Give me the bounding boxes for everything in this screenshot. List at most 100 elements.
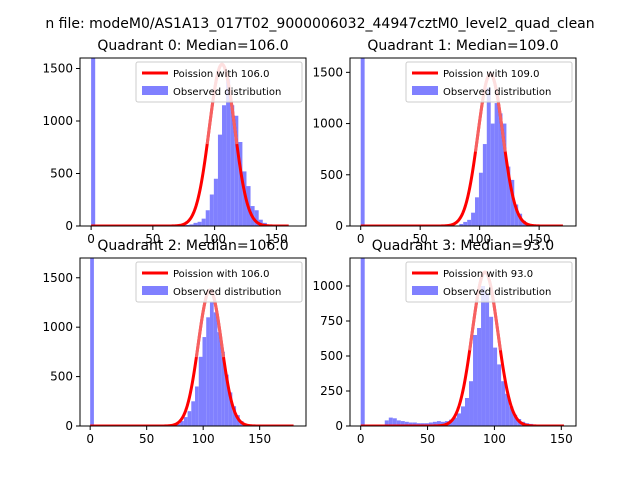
histogram-bar — [209, 302, 214, 426]
histogram-bar — [189, 224, 194, 226]
histogram-bar — [180, 421, 184, 426]
histogram-bar — [463, 221, 468, 226]
histogram-bar — [213, 178, 218, 226]
chart-panel-3: 0 50 100 150 0 250 500 750 1000 Quadrant 3: Media… — [312, 238, 577, 446]
legend-label-fit: Poission with 106.0 — [173, 69, 269, 80]
histogram-bar — [185, 224, 190, 226]
legend-bar-swatch — [142, 86, 168, 95]
plot-area — [359, 58, 564, 226]
histogram-bar — [489, 316, 494, 426]
histogram-bar — [360, 58, 365, 226]
histogram-bar — [514, 204, 519, 226]
histogram-bar — [205, 210, 210, 226]
histogram-bar — [217, 332, 222, 426]
histogram-bar — [234, 115, 239, 226]
histogram-bar — [452, 417, 457, 426]
y-tick-label: 1500 — [42, 62, 73, 76]
axes-frame — [79, 257, 307, 427]
axes-frame — [349, 257, 577, 427]
y-tick-label: 0 — [65, 419, 73, 433]
histogram-bar — [221, 351, 225, 426]
x-tick-label: 100 — [483, 432, 506, 446]
histogram-bar — [202, 337, 207, 426]
legend: Poission with 106.0 Observed distribution — [135, 261, 303, 303]
histogram-bar — [467, 219, 472, 226]
histogram-bar — [486, 87, 491, 226]
histogram-bar — [195, 386, 199, 426]
histogram-bar — [217, 134, 223, 226]
x-tick-label: 50 — [413, 232, 428, 246]
histogram-bar — [490, 123, 495, 226]
histogram-bar — [485, 293, 490, 426]
histogram-bar — [471, 212, 476, 226]
histogram-bar — [428, 422, 433, 426]
poisson-fit-line — [359, 72, 564, 226]
histogram-bar — [254, 210, 259, 226]
histogram-bar — [475, 197, 479, 226]
histogram-bar — [238, 142, 243, 226]
histogram-bar — [396, 420, 401, 426]
figure-suptitle: n file: modeM0/AS1A13_017T02_9000006032_… — [45, 16, 594, 32]
y-tick-label: 0 — [335, 219, 343, 233]
histogram-bar — [90, 258, 94, 426]
histogram-bar — [482, 144, 487, 226]
legend-label-observed: Observed distribution — [173, 87, 281, 98]
histogram-bar — [494, 103, 499, 226]
legend-label-fit: Poission with 106.0 — [173, 269, 269, 280]
histogram-bar — [224, 374, 229, 426]
histogram-bar — [478, 172, 483, 226]
legend-box — [135, 261, 303, 303]
histogram-bar — [493, 347, 498, 426]
histogram-bar — [469, 381, 474, 426]
y-tick-label: 500 — [320, 349, 343, 363]
histogram-bar — [228, 392, 233, 426]
histogram-bar — [506, 166, 511, 226]
legend-box — [135, 61, 303, 103]
y-tick-label: 1000 — [42, 114, 73, 128]
histogram-bar — [460, 406, 466, 426]
y-tick-label: 500 — [50, 370, 73, 384]
histogram-bar — [198, 356, 203, 426]
histogram-bar — [392, 418, 397, 426]
histogram-bar — [505, 393, 510, 426]
histogram-bar — [465, 398, 470, 426]
histogram-bar — [501, 381, 506, 426]
histogram-bar — [412, 422, 417, 426]
legend-bar-swatch — [412, 86, 438, 95]
x-tick-label: 50 — [145, 232, 160, 246]
legend-label-fit: Poission with 109.0 — [443, 69, 539, 80]
histogram-bar — [187, 411, 192, 426]
y-tick-label: 1500 — [312, 65, 343, 79]
histogram-bar — [201, 218, 206, 226]
histogram-bar — [242, 171, 247, 226]
axes-frame — [349, 57, 577, 227]
histogram-bar — [459, 223, 464, 226]
x-tick-label: 150 — [265, 232, 288, 246]
histogram-bar — [384, 420, 389, 426]
histogram-bar — [400, 421, 405, 426]
histogram-bar — [222, 105, 227, 226]
histogram-bar — [176, 424, 181, 426]
histogram-bar — [473, 335, 478, 426]
histogram-bar — [509, 406, 514, 426]
histogram-bar — [432, 421, 437, 426]
histogram-bar — [226, 79, 231, 226]
histogram-bar — [497, 364, 502, 426]
histogram-bar — [408, 422, 413, 426]
y-tick-label: 1500 — [42, 271, 73, 285]
histogram-bar — [513, 414, 518, 426]
panel-title: Quadrant 2: Median=106.0 — [97, 238, 288, 254]
x-tick-label: 0 — [86, 432, 94, 446]
y-tick-label: 250 — [320, 384, 343, 398]
legend: Poission with 106.0 Observed distribution — [135, 61, 303, 103]
legend-bar-swatch — [412, 286, 438, 295]
x-tick-label: 100 — [192, 432, 215, 446]
histogram-bar — [404, 421, 409, 426]
y-tick-label: 500 — [320, 168, 343, 182]
x-tick-label: 100 — [468, 232, 491, 246]
